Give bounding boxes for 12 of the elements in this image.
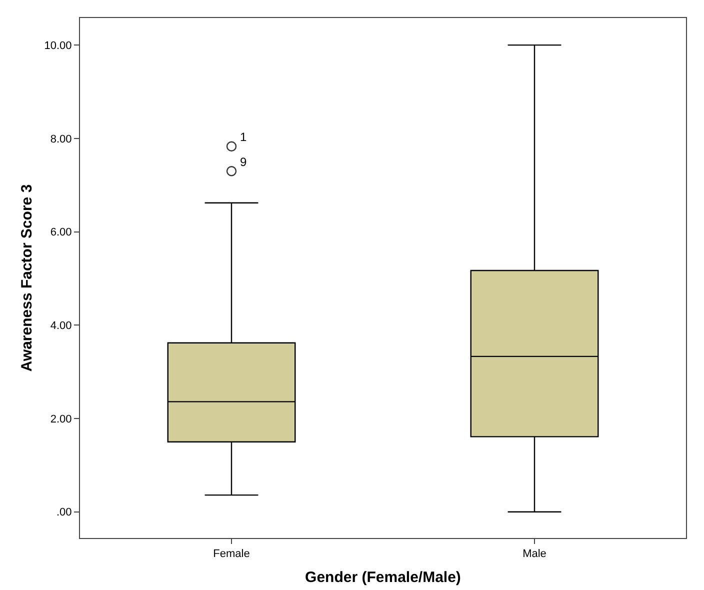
y-axis-title: Awareness Factor Score 3 [18,184,36,372]
x-tick-label: Male [522,548,546,560]
x-tick-label: Female [213,548,250,560]
y-tick-label: 6.00 [50,226,72,239]
y-tick-label: .00 [56,506,72,519]
y-tick-label: 10.00 [44,40,72,52]
y-tick-label: 2.00 [50,413,72,426]
annotation: 9 [240,155,247,169]
y-tick-label: 4.00 [50,320,72,332]
x-axis-title: Gender (Female/Male) [305,569,461,586]
annotation: 1 [240,130,247,144]
y-tick-label: 8.00 [50,133,72,146]
